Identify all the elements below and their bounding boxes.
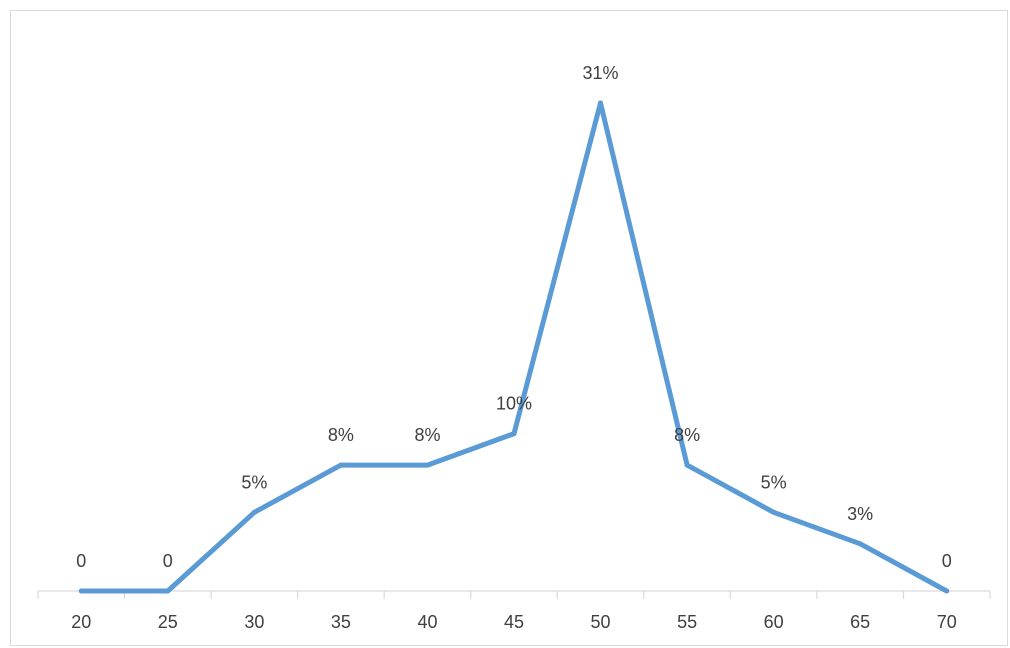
data-point <box>857 541 863 547</box>
data-point <box>424 462 430 468</box>
x-tick-label: 65 <box>850 612 870 632</box>
data-point <box>771 509 777 515</box>
x-tick-label: 50 <box>591 612 611 632</box>
chart-frame <box>10 10 1008 646</box>
data-point <box>511 431 517 437</box>
x-tick-label: 25 <box>158 612 178 632</box>
data-label: 0 <box>76 551 86 571</box>
data-label: 31% <box>583 63 619 83</box>
x-tick-label: 45 <box>504 612 524 632</box>
data-point <box>598 100 604 106</box>
data-label: 3% <box>847 504 873 524</box>
series-line <box>78 100 950 594</box>
data-point <box>944 588 950 594</box>
data-label: 5% <box>241 472 267 492</box>
x-tick-label: 30 <box>244 612 264 632</box>
data-label: 5% <box>761 472 787 492</box>
data-label: 8% <box>414 425 440 445</box>
data-point <box>251 509 257 515</box>
data-label: 0 <box>163 551 173 571</box>
data-label: 8% <box>328 425 354 445</box>
x-tick-label: 60 <box>764 612 784 632</box>
x-tick-label: 40 <box>417 612 437 632</box>
x-tick-label: 55 <box>677 612 697 632</box>
data-label: 10% <box>496 394 532 414</box>
x-tick-labels: 20 25 30 35 40 45 50 55 60 65 70 <box>71 612 956 632</box>
data-label: 0 <box>942 551 952 571</box>
data-label: 8% <box>674 425 700 445</box>
x-axis <box>37 590 991 599</box>
data-point <box>684 462 690 468</box>
x-tick-label: 35 <box>331 612 351 632</box>
data-point <box>338 462 344 468</box>
data-point <box>78 588 84 594</box>
data-labels: 0 0 5% 8% 8% 10% 31% 8% 5% 3% 0 <box>76 63 951 571</box>
series-line-group <box>78 100 950 594</box>
x-tick-label: 70 <box>937 612 957 632</box>
data-point <box>165 588 171 594</box>
x-tick-label: 20 <box>71 612 91 632</box>
